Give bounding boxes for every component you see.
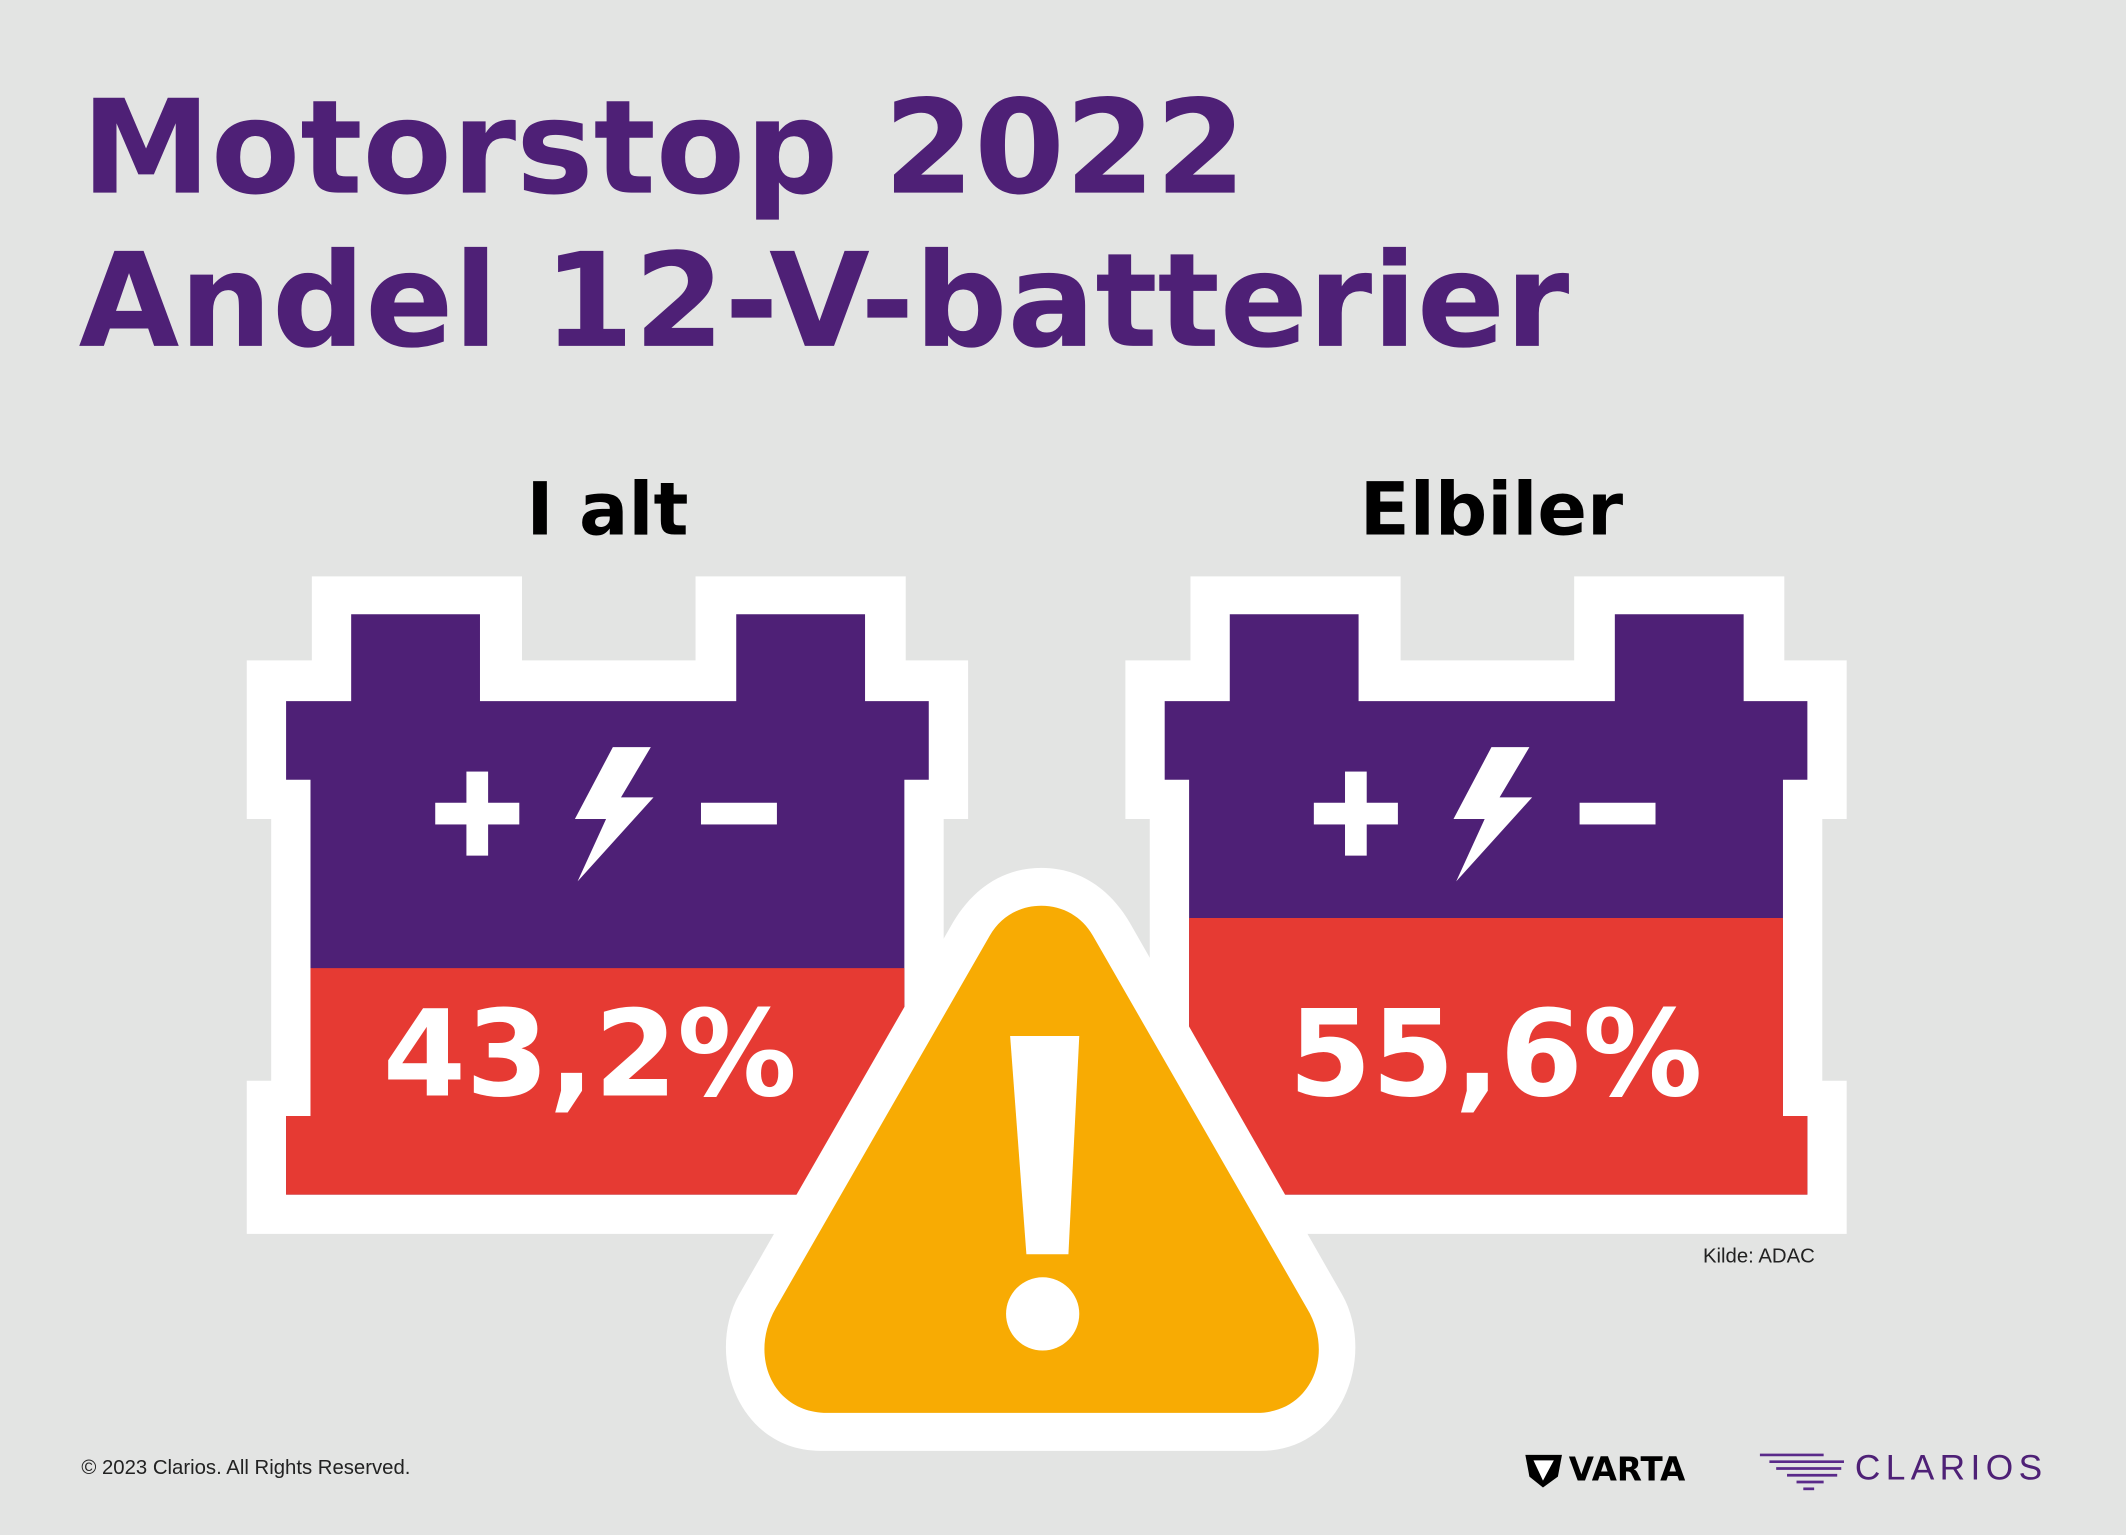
svg-text:VARTA: VARTA [1569,1451,1686,1489]
battery-ev: Elbiler 55,6% [1125,467,1847,1234]
minus-icon [1579,802,1656,825]
plus-icon [435,771,520,856]
svg-text:CLARIOS: CLARIOS [1855,1448,2048,1487]
minus-icon [700,802,777,825]
battery-fill-level [286,968,929,1195]
battery-label: Elbiler [1360,467,1623,552]
battery-label: I alt [526,467,688,552]
battery-fill-level [1164,918,1808,1195]
percentage-value: 43,2% [383,986,797,1125]
battery-total: I alt 43,2% [246,467,969,1234]
source-note: Kilde: ADAC [1703,1245,1815,1267]
copyright: © 2023 Clarios. All Rights Reserved. [81,1457,410,1479]
clarios-logo: CLARIOS [1759,1448,2048,1491]
plus-icon [1313,771,1398,856]
varta-logo: VARTA [1525,1451,1686,1489]
lightning-icon [574,747,654,882]
percentage-value: 55,6% [1289,986,1703,1125]
title-line-1: Motorstop 2022 [81,72,1246,224]
title-line-2: Andel 12-V-batterier [79,225,1570,377]
lightning-icon [1453,747,1533,882]
warning-icon [725,867,1356,1451]
